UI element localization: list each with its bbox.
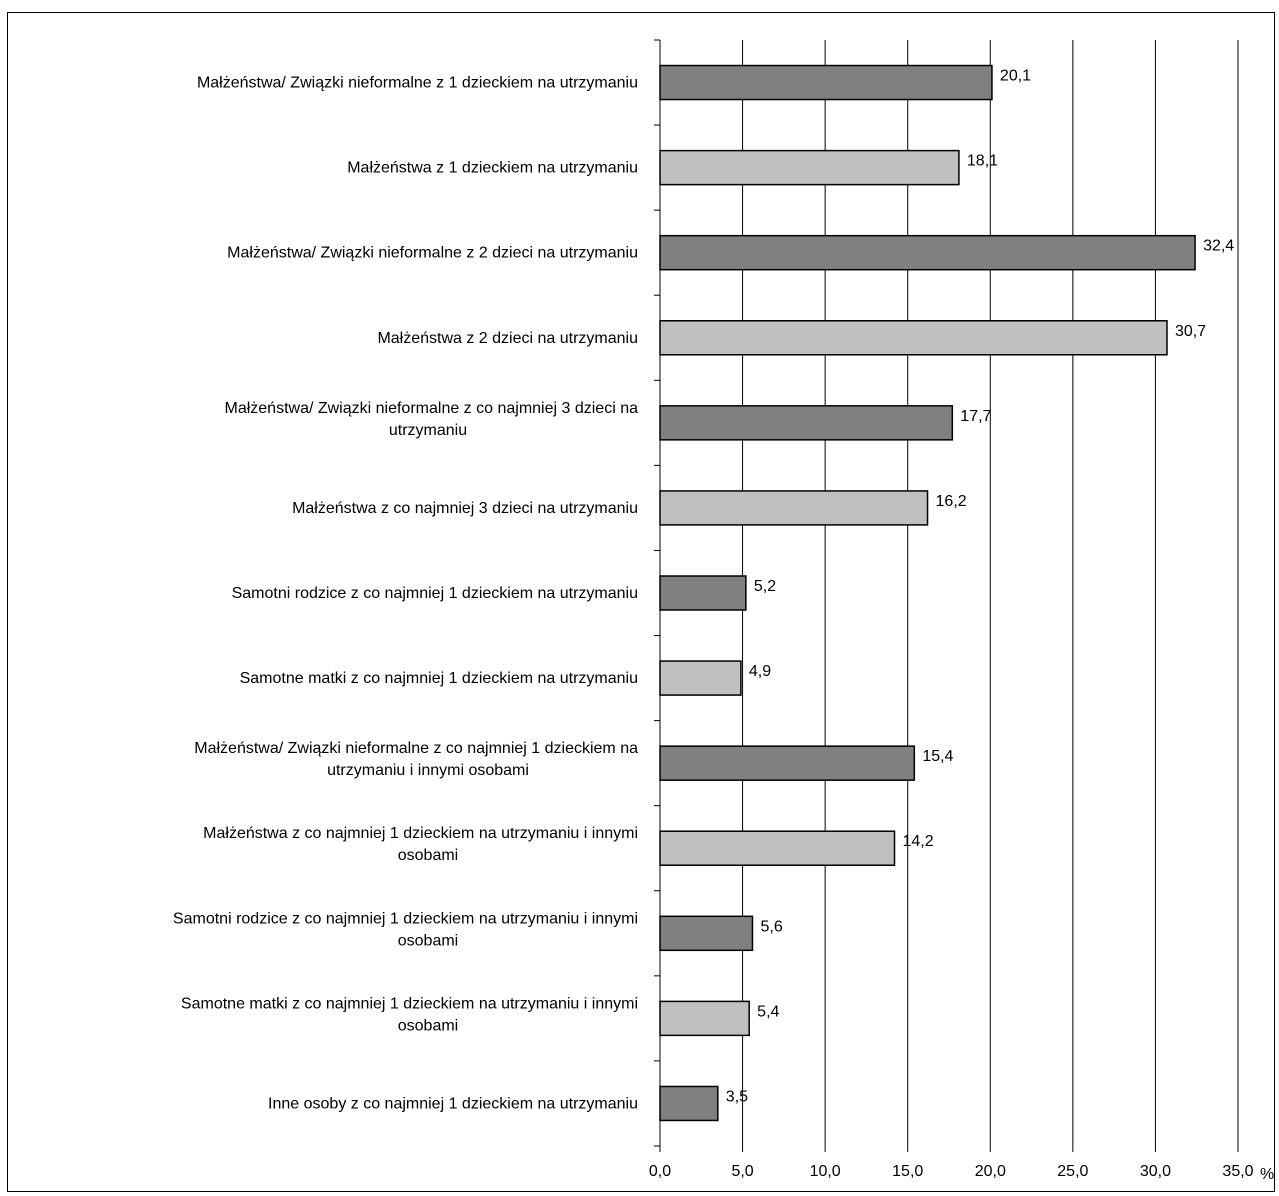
category-label-line: Samotni rodzice z co najmniej 1 dzieckie… xyxy=(173,910,638,927)
x-tick-label: 0,0 xyxy=(649,1163,671,1180)
bar xyxy=(659,490,929,526)
data-label: 5,4 xyxy=(757,1003,779,1020)
category-label: Małżeństwa/ Związki nieformalne z co naj… xyxy=(194,740,638,779)
x-tick-label: 10,0 xyxy=(810,1163,841,1180)
chart-frame: 0,0 5,0 10,0 15,0 20,0 25,0 30,0 35,0% 20,1 Małż… xyxy=(7,12,1275,1192)
data-label: 3,5 xyxy=(726,1088,748,1105)
category-label-line: Małżeństwa/ Związki nieformalne z co naj… xyxy=(224,400,638,417)
category-label-line: osobami xyxy=(398,932,458,949)
data-label: 16,2 xyxy=(936,493,967,510)
data-label: 4,9 xyxy=(749,663,771,680)
category-label-line: Samotni rodzice z co najmniej 1 dzieckie… xyxy=(232,585,638,602)
data-label: 30,7 xyxy=(1175,323,1206,340)
category-label-line: Małżeństwa/ Związki nieformalne z co naj… xyxy=(194,740,638,757)
category-label: Małżeństwa z co najmniej 1 dzieckiem na … xyxy=(203,825,638,864)
bar-chart: 0,0 5,0 10,0 15,0 20,0 25,0 30,0 35,0% 20,1 Małż… xyxy=(173,39,1274,1183)
category-label: Małżeństwa z 1 dzieckiem na utrzymaniu xyxy=(347,160,638,177)
category-label: Samotni rodzice z co najmniej 1 dzieckie… xyxy=(232,585,638,602)
bar xyxy=(659,915,754,952)
label-layer: 20,1 Małżeństwa/ Związki nieformalne z 1 … xyxy=(173,68,1234,1113)
grid-layer xyxy=(742,40,1239,1146)
category-label: Samotne matki z co najmniej 1 dzieckiem … xyxy=(240,670,638,687)
bar xyxy=(659,830,896,866)
category-label: Samotne matki z co najmniej 1 dzieckiem … xyxy=(181,995,638,1034)
category-label-line: Małżeństwa z co najmniej 1 dzieckiem na … xyxy=(203,825,638,842)
category-label-line: Małżeństwa/ Związki nieformalne z 2 dzie… xyxy=(227,245,638,262)
bar xyxy=(659,575,747,611)
bar xyxy=(659,320,1168,356)
data-label: 18,1 xyxy=(967,153,998,170)
category-label: Małżeństwa/ Związki nieformalne z 1 dzie… xyxy=(197,75,638,92)
category-label: Inne osoby z co najmniej 1 dzieckiem na … xyxy=(268,1095,638,1112)
category-label-line: Samotne matki z co najmniej 1 dzieckiem … xyxy=(181,995,638,1012)
bar xyxy=(659,149,960,186)
category-label-line: Samotne matki z co najmniej 1 dzieckiem … xyxy=(240,670,638,687)
bar xyxy=(659,1000,750,1037)
bar xyxy=(659,745,916,781)
data-label: 14,2 xyxy=(903,833,934,850)
bar xyxy=(659,405,954,441)
x-tick-label: 35,0 xyxy=(1222,1163,1253,1180)
x-tick-label: 30,0 xyxy=(1140,1163,1171,1180)
category-label-line: utrzymaniu i innymi osobami xyxy=(327,762,529,779)
data-label: 5,6 xyxy=(760,918,782,935)
data-label: 32,4 xyxy=(1203,238,1234,255)
category-label-line: Małżeństwa/ Związki nieformalne z 1 dzie… xyxy=(197,75,638,92)
category-label: Małżeństwa/ Związki nieformalne z 2 dzie… xyxy=(227,245,638,262)
bar-layer xyxy=(659,64,1196,1122)
category-label: Małżeństwa/ Związki nieformalne z co naj… xyxy=(224,400,638,439)
x-tick-label: 15,0 xyxy=(892,1163,923,1180)
category-label-line: Małżeństwa z 2 dzieci na utrzymaniu xyxy=(377,330,638,347)
bar xyxy=(659,1085,719,1122)
data-label: 15,4 xyxy=(922,748,953,765)
x-tick-label: 25,0 xyxy=(1057,1163,1088,1180)
data-label: 20,1 xyxy=(1000,68,1031,85)
category-label-line: osobami xyxy=(398,847,458,864)
category-label-line: Inne osoby z co najmniej 1 dzieckiem na … xyxy=(268,1095,638,1112)
category-label-line: osobami xyxy=(398,1017,458,1034)
data-label: 17,7 xyxy=(960,408,991,425)
axis-layer: 0,0 5,0 10,0 15,0 20,0 25,0 30,0 35,0% xyxy=(649,39,1274,1183)
x-tick-label: 20,0 xyxy=(975,1163,1006,1180)
category-label: Małżeństwa z 2 dzieci na utrzymaniu xyxy=(377,330,638,347)
category-label: Samotni rodzice z co najmniej 1 dzieckie… xyxy=(173,910,638,949)
category-label: Małżeństwa z co najmniej 3 dzieci na utr… xyxy=(292,500,638,517)
data-label: 5,2 xyxy=(754,578,776,595)
bar xyxy=(659,660,742,696)
x-tick-label: 5,0 xyxy=(731,1163,753,1180)
category-label-line: Małżeństwa z co najmniej 3 dzieci na utr… xyxy=(292,500,638,517)
category-label-line: Małżeństwa z 1 dzieckiem na utrzymaniu xyxy=(347,160,638,177)
bar xyxy=(659,234,1196,271)
x-unit-label: % xyxy=(1260,1166,1274,1183)
bar xyxy=(659,64,993,101)
category-label-line: utrzymaniu xyxy=(389,422,467,439)
